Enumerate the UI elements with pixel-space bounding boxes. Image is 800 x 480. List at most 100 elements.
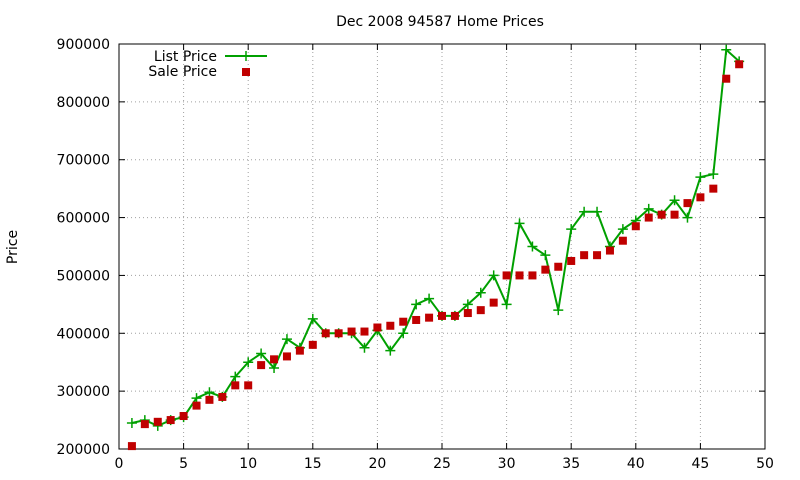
data-point-list-price: [269, 363, 280, 373]
y-tick-label: 200000: [57, 442, 110, 458]
data-point-sale-price: [321, 329, 330, 338]
data-point-list-price: [204, 387, 215, 398]
y-axis: 200000 300000 400000 500000 600000 700000 8000…: [57, 37, 765, 458]
data-point-sale-price: [360, 327, 369, 336]
data-point-sale-price: [631, 222, 640, 231]
data-point-sale-price: [257, 361, 266, 370]
series-layer: [126, 44, 745, 451]
data-point-list-price: [708, 169, 719, 180]
data-point-sale-price: [567, 256, 576, 265]
data-point-list-price: [514, 218, 525, 229]
y-axis-label: Price: [5, 230, 21, 264]
data-point-sale-price: [166, 416, 175, 425]
data-point-list-price: [462, 299, 473, 310]
data-point-sale-price: [476, 306, 485, 315]
data-point-sale-price: [334, 329, 343, 338]
data-point-sale-price: [528, 271, 537, 280]
data-point-sale-price: [231, 381, 240, 390]
data-point-list-price: [579, 206, 590, 217]
legend-marker-sale-price: [242, 68, 250, 76]
legend: List Price Sale Price: [148, 49, 267, 80]
data-point-sale-price: [450, 311, 459, 320]
data-point-sale-price: [722, 74, 731, 83]
y-tick-label: 500000: [57, 268, 110, 284]
data-point-list-price: [385, 345, 396, 356]
data-point-list-price: [566, 224, 577, 235]
data-point-sale-price: [709, 184, 718, 193]
data-point-list-price: [488, 270, 499, 281]
data-point-sale-price: [295, 346, 304, 355]
data-point-list-price: [553, 305, 564, 316]
data-point-list-price: [540, 250, 551, 261]
x-tick-label: 0: [115, 456, 124, 472]
y-tick-label: 300000: [57, 384, 110, 400]
data-point-list-price: [643, 203, 654, 214]
data-point-list-price: [256, 348, 267, 359]
y-tick-label: 800000: [57, 95, 110, 111]
data-point-list-price: [682, 212, 693, 223]
data-point-sale-price: [140, 420, 149, 429]
data-point-sale-price: [205, 395, 214, 404]
data-point-sale-price: [438, 311, 446, 320]
x-tick-label: 45: [691, 456, 709, 472]
series-sale-price: [127, 60, 744, 451]
data-point-list-price: [617, 224, 628, 235]
data-point-sale-price: [489, 298, 498, 307]
data-point-sale-price: [618, 236, 627, 245]
data-point-list-price: [695, 172, 706, 183]
data-point-sale-price: [670, 210, 679, 219]
grid: [119, 44, 765, 449]
data-point-list-price: [281, 334, 292, 345]
x-tick-label: 20: [368, 456, 386, 472]
data-point-sale-price: [463, 309, 472, 318]
data-point-list-price: [424, 293, 435, 304]
data-point-sale-price: [192, 401, 201, 410]
legend-marker-list-price: [241, 51, 251, 61]
data-point-sale-price: [515, 271, 524, 280]
data-point-list-price: [721, 44, 732, 55]
data-point-sale-price: [308, 340, 317, 349]
series-line-list-price: [131, 47, 740, 427]
data-point-sale-price: [347, 327, 356, 336]
data-point-sale-price: [502, 271, 511, 280]
data-point-sale-price: [683, 199, 692, 208]
data-point-sale-price: [179, 412, 188, 421]
data-point-sale-price: [735, 60, 744, 69]
data-point-sale-price: [541, 265, 550, 274]
legend-label-list-price: List Price: [154, 49, 217, 65]
x-tick-label: 35: [562, 456, 580, 472]
data-point-list-price: [411, 299, 422, 310]
data-point-sale-price: [554, 262, 563, 271]
data-point-list-price: [669, 195, 680, 206]
x-tick-label: 30: [498, 456, 516, 472]
x-axis: 0 5 10 15 20 25 30 35 40 45 50: [115, 44, 774, 472]
data-point-sale-price: [373, 323, 382, 332]
data-point-sale-price: [580, 251, 589, 260]
data-point-list-price: [592, 206, 603, 217]
data-point-list-price: [230, 371, 241, 382]
data-point-list-price: [527, 241, 538, 252]
series-list-price: [126, 44, 745, 431]
y-tick-label: 600000: [57, 211, 110, 227]
data-point-list-price: [398, 328, 409, 339]
data-point-sale-price: [593, 251, 602, 260]
x-tick-label: 40: [627, 456, 645, 472]
data-point-list-price: [475, 287, 486, 298]
data-point-list-price: [307, 313, 318, 324]
data-point-sale-price: [244, 381, 253, 390]
data-point-sale-price: [644, 213, 653, 222]
x-tick-label: 15: [304, 456, 322, 472]
data-point-sale-price: [412, 315, 421, 324]
y-tick-label: 700000: [57, 153, 110, 169]
data-point-sale-price: [127, 442, 136, 451]
x-tick-label: 5: [179, 456, 188, 472]
x-tick-label: 10: [239, 456, 257, 472]
data-point-sale-price: [399, 317, 408, 326]
chart-title: Dec 2008 94587 Home Prices: [336, 14, 544, 30]
data-point-sale-price: [657, 210, 666, 219]
data-point-list-price: [501, 299, 512, 310]
y-tick-label: 900000: [57, 37, 110, 53]
data-point-list-price: [243, 357, 254, 368]
data-point-sale-price: [425, 313, 434, 322]
